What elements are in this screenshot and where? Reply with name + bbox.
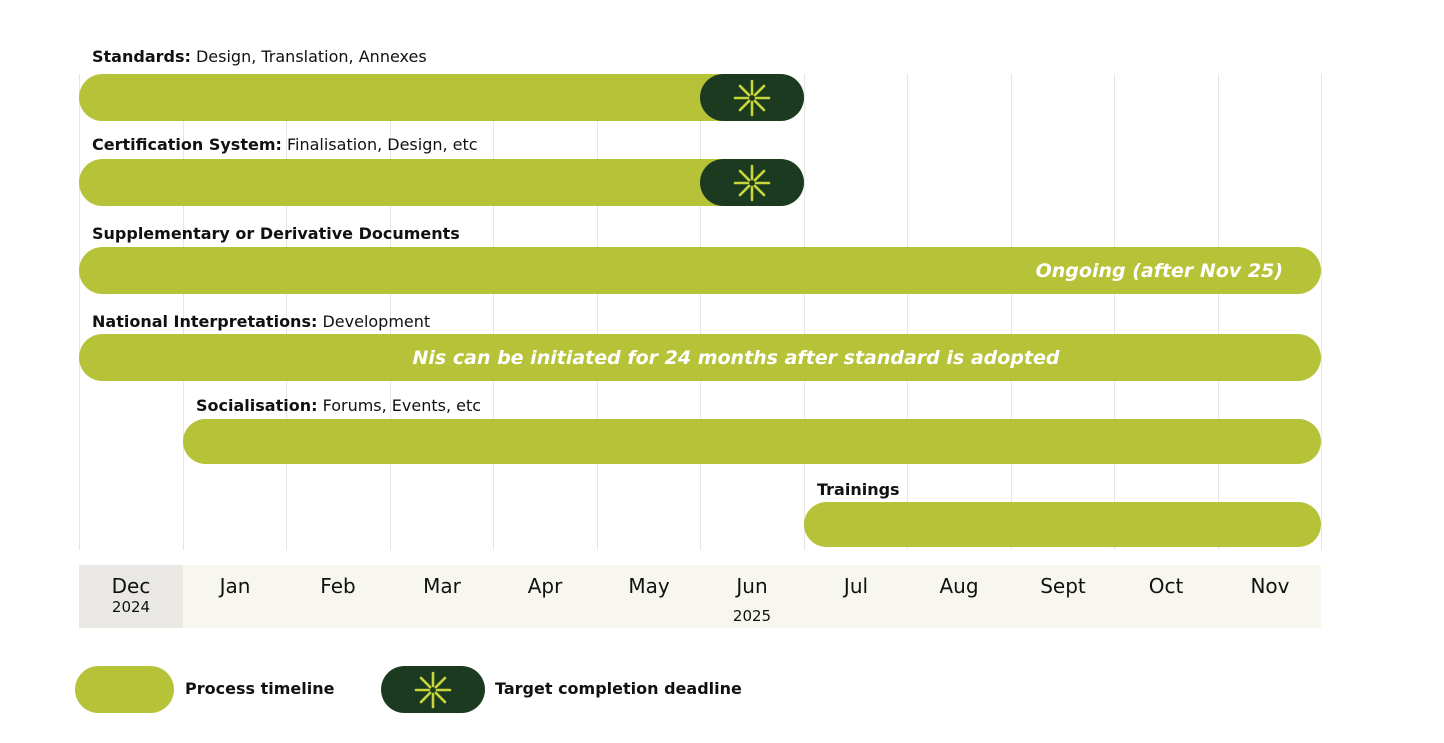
year-label: 2024	[111, 598, 151, 616]
deadline-star-icon	[732, 78, 772, 118]
task-label: National Interpretations: Development	[92, 312, 430, 331]
month-label: Nov	[1250, 574, 1290, 598]
task-label: Certification System: Finalisation, Desi…	[92, 135, 478, 154]
task-label-detail: Design, Translation, Annexes	[190, 47, 427, 66]
process-bar: Ongoing (after Nov 25)	[79, 247, 1321, 294]
legend-label: Target completion deadline	[495, 679, 742, 698]
month-tick: May	[597, 565, 701, 628]
deadline-marker	[700, 74, 804, 121]
process-bar: Nis can be initiated for 24 months after…	[79, 334, 1321, 381]
month-label: Dec	[111, 574, 151, 598]
task-label-bold: Trainings	[817, 480, 900, 499]
legend-star-icon	[413, 670, 453, 710]
task-label-bold: Certification System:	[92, 135, 282, 154]
year-label: 2025	[732, 607, 772, 625]
month-label: Mar	[423, 574, 461, 598]
month-label: Sept	[1040, 574, 1086, 598]
bar-note: Nis can be initiated for 24 months after…	[412, 346, 1060, 369]
task-label-bold: Standards:	[92, 47, 191, 66]
month-tick: Aug	[907, 565, 1011, 628]
task-label-bold: National Interpretations:	[92, 312, 318, 331]
month-axis: Dec 2024 Jan Feb Mar Apr May Jun 2025 Jul Aug Sept O…	[79, 565, 1321, 628]
gridline	[493, 74, 494, 550]
task-label-bold: Socialisation:	[196, 396, 318, 415]
process-bar	[183, 419, 1321, 464]
month-tick: Nov	[1218, 565, 1322, 628]
month-tick: Oct	[1114, 565, 1218, 628]
task-label-bold: Supplementary or Derivative Documents	[92, 224, 460, 243]
task-label-detail: Development	[317, 312, 431, 331]
task-label-detail: Finalisation, Design, etc	[281, 135, 478, 154]
gridline	[1321, 74, 1322, 550]
legend-swatch-deadline	[381, 666, 485, 713]
legend-label: Process timeline	[185, 679, 335, 698]
task-label: Socialisation: Forums, Events, etc	[196, 396, 481, 415]
task-label: Trainings	[817, 480, 900, 499]
month-tick: Apr	[493, 565, 597, 628]
process-bar	[804, 502, 1321, 547]
month-tick: Jun 2025	[700, 565, 804, 628]
month-label: Oct	[1148, 574, 1184, 598]
gridline	[597, 74, 598, 550]
process-bar	[79, 159, 804, 206]
deadline-marker	[700, 159, 804, 206]
month-label: Jun	[736, 574, 768, 598]
gridline	[286, 74, 287, 550]
gridline	[700, 74, 701, 550]
month-tick: Mar	[390, 565, 494, 628]
month-tick: Dec 2024	[79, 565, 183, 628]
gridline	[79, 74, 80, 550]
process-bar	[79, 74, 804, 121]
month-label: Apr	[527, 574, 563, 598]
month-label: Jul	[843, 574, 869, 598]
gridline	[1011, 74, 1012, 550]
legend-swatch-process	[75, 666, 174, 713]
task-label: Supplementary or Derivative Documents	[92, 224, 460, 243]
gridline	[1218, 74, 1219, 550]
gridline	[183, 74, 184, 550]
bar-note: Ongoing (after Nov 25)	[1035, 259, 1283, 282]
gridline	[390, 74, 391, 550]
month-tick: Jul	[804, 565, 908, 628]
deadline-star-icon	[732, 163, 772, 203]
month-label: Feb	[320, 574, 356, 598]
month-label: Jan	[219, 574, 251, 598]
month-label: Aug	[939, 574, 979, 598]
gridline	[907, 74, 908, 550]
month-tick: Sept	[1011, 565, 1115, 628]
task-label: Standards: Design, Translation, Annexes	[92, 47, 427, 66]
month-tick: Feb	[286, 565, 390, 628]
gridline	[804, 74, 805, 550]
month-label: May	[628, 574, 670, 598]
month-tick: Jan	[183, 565, 287, 628]
task-label-detail: Forums, Events, etc	[317, 396, 482, 415]
gridline	[1114, 74, 1115, 550]
